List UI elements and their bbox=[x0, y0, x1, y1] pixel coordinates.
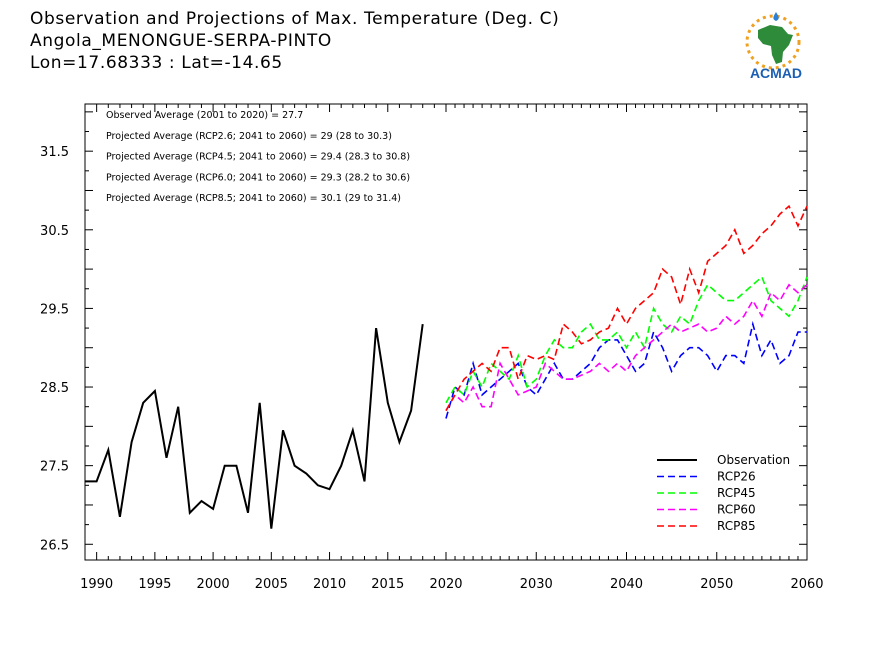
annotation-line: Projected Average (RCP2.6; 2041 to 2060)… bbox=[106, 131, 392, 142]
legend-label: RCP45 bbox=[717, 486, 756, 500]
series-line-rcp60 bbox=[445, 283, 808, 411]
series-line-observation bbox=[85, 323, 424, 529]
annotations: Observed Average (2001 to 2020) = 27.7 Pr… bbox=[106, 110, 410, 204]
station-name: Angola_MENONGUE-SERPA-PINTO bbox=[30, 31, 332, 51]
x-tick-label: 2005 bbox=[255, 577, 288, 592]
chart-legend: Observation RCP26 RCP45 RCP60 RCP85 bbox=[657, 453, 790, 533]
logo-text: ACMAD bbox=[750, 65, 802, 81]
chart-title: Observation and Projections of Max. Temp… bbox=[30, 9, 560, 29]
x-tick-label: 2060 bbox=[790, 577, 823, 592]
annotation-line: Projected Average (RCP8.5; 2041 to 2060)… bbox=[106, 193, 401, 204]
annotation-line: Observed Average (2001 to 2020) = 27.7 bbox=[106, 110, 303, 121]
station-coordinates: Lon=17.68333 : Lat=-14.65 bbox=[30, 53, 283, 73]
annotation-line: Projected Average (RCP6.0; 2041 to 2060)… bbox=[106, 172, 410, 183]
y-tick-label: 27.5 bbox=[40, 460, 69, 475]
legend-label: RCP60 bbox=[717, 503, 756, 517]
x-tick-label: 2040 bbox=[610, 577, 643, 592]
series-line-rcp85 bbox=[445, 204, 808, 411]
x-tick-label: 2000 bbox=[197, 577, 230, 592]
y-tick-label: 30.5 bbox=[40, 224, 69, 239]
x-tick-label: 1995 bbox=[138, 577, 171, 592]
x-tick-label: 2010 bbox=[313, 577, 346, 592]
chart-title-block: Observation and Projections of Max. Temp… bbox=[30, 8, 559, 74]
y-tick-label: 28.5 bbox=[40, 381, 69, 396]
x-tick-label: 2050 bbox=[700, 577, 733, 592]
y-tick-label: 26.5 bbox=[40, 538, 69, 553]
x-tick-label: 1990 bbox=[80, 577, 113, 592]
y-tick-label: 29.5 bbox=[40, 302, 69, 317]
chart-axes: 26.5 27.5 28.5 29.5 30.5 31.5 1990 1995 2000 2005… bbox=[40, 103, 824, 592]
legend-label: RCP26 bbox=[717, 470, 756, 484]
legend-label: Observation bbox=[717, 453, 790, 467]
series-layer bbox=[85, 204, 808, 529]
x-tick-label: 2020 bbox=[429, 577, 462, 592]
x-tick-label: 2015 bbox=[371, 577, 404, 592]
legend-label: RCP85 bbox=[717, 519, 756, 533]
acmad-logo: ACMAD bbox=[736, 8, 816, 83]
series-line-rcp45 bbox=[445, 275, 808, 404]
x-tick-label: 2030 bbox=[520, 577, 553, 592]
africa-map-sun-logo-icon: ACMAD bbox=[745, 12, 802, 81]
annotation-line: Projected Average (RCP4.5; 2041 to 2060)… bbox=[106, 152, 410, 163]
y-tick-label: 31.5 bbox=[40, 145, 69, 160]
